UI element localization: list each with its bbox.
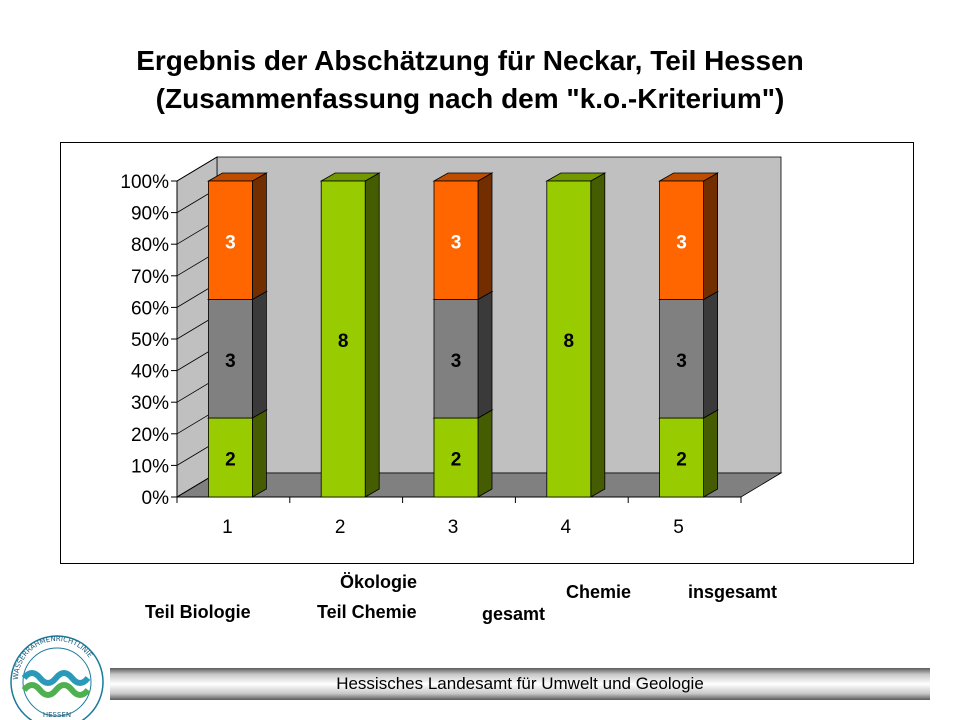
category-label-3: gesamt — [482, 604, 546, 624]
bar-segment — [207, 417, 253, 498]
y-tick-label: 40% — [131, 362, 169, 383]
title-line-1: Ergebnis der Abschätzung für Neckar, Tei… — [136, 45, 804, 76]
x-tick-label: 1 — [222, 517, 233, 538]
bar-segment — [659, 417, 704, 498]
bar-segment — [207, 180, 253, 300]
data-label: 8 — [564, 331, 575, 352]
bar-segment-side — [590, 172, 606, 498]
side-grid-line — [176, 156, 218, 182]
bar-segment-side — [251, 409, 267, 498]
footer-text: Hessisches Landesamt für Umwelt und Geol… — [336, 674, 704, 693]
data-label: 2 — [676, 450, 687, 471]
y-tick-label: 100% — [120, 172, 169, 193]
y-tick-label: 60% — [131, 298, 169, 319]
y-tick-label: 0% — [142, 488, 170, 509]
data-label: 3 — [676, 351, 687, 372]
data-label: 3 — [451, 351, 462, 372]
y-tick-label: 10% — [131, 456, 169, 477]
data-label: 3 — [225, 351, 236, 372]
data-label: 2 — [225, 450, 236, 471]
data-label: 8 — [338, 331, 349, 352]
bar-segment — [659, 299, 704, 419]
data-label: 3 — [676, 232, 687, 253]
y-tick-label: 50% — [131, 330, 169, 351]
y-tick-label: 80% — [131, 235, 169, 256]
bar-segment-side — [703, 290, 718, 419]
wrrl-logo: WASSERRAHMENRICHTLINIE HESSEN — [10, 635, 104, 720]
bar-segment-side — [251, 290, 267, 419]
y-tick-label: 30% — [131, 393, 169, 414]
data-label: 3 — [451, 232, 462, 253]
bar-segment — [320, 180, 366, 498]
stacked-bar-chart: 0% 10% 20% 30% 40% 50% 60% 70% 80% 90% 100% 1 2 3 4 5 2 3… — [120, 156, 783, 538]
data-label: 3 — [225, 232, 236, 253]
data-label: 2 — [451, 450, 462, 471]
bar-segment — [207, 299, 253, 419]
bar-segment — [659, 180, 704, 300]
y-tick-label: 70% — [131, 267, 169, 288]
category-label-1: Teil Biologie — [145, 602, 251, 622]
y-tick-label: 20% — [131, 425, 169, 446]
chart-frame: 0% 10% 20% 30% 40% 50% 60% 70% 80% 90% 100% 1 2 3 4 5 2 3… — [60, 142, 914, 564]
footer-band — [110, 668, 930, 700]
title-line-2: (Zusammenfassung nach dem "k.o.-Kriteriu… — [155, 83, 785, 114]
category-label-2-top: Ökologie — [340, 572, 418, 592]
category-label-2-bottom: Teil Chemie — [317, 602, 417, 622]
x-tick-label: 4 — [561, 517, 572, 538]
bar-segment — [546, 180, 592, 498]
bar-segment-side — [703, 172, 718, 301]
bar-segment — [433, 180, 479, 300]
x-tick-label: 2 — [335, 517, 346, 538]
bar-segment-side — [703, 409, 718, 498]
y-tick-label: 90% — [131, 204, 169, 225]
bar-segment-side — [477, 409, 493, 498]
logo-text-bottom: HESSEN — [43, 711, 71, 719]
category-label-5: insgesamt — [688, 582, 778, 602]
x-tick-label: 3 — [448, 517, 459, 538]
bar-segment-side — [477, 172, 493, 301]
chart-title: Ergebnis der Abschätzung für Neckar, Tei… — [0, 42, 940, 118]
bar-segment — [433, 299, 479, 419]
bar-segment-side — [251, 172, 267, 301]
bar-segment-side — [364, 172, 380, 498]
x-tick-label: 5 — [673, 517, 684, 538]
category-label-4: Chemie — [566, 582, 632, 602]
bar-segment-side — [477, 290, 493, 419]
